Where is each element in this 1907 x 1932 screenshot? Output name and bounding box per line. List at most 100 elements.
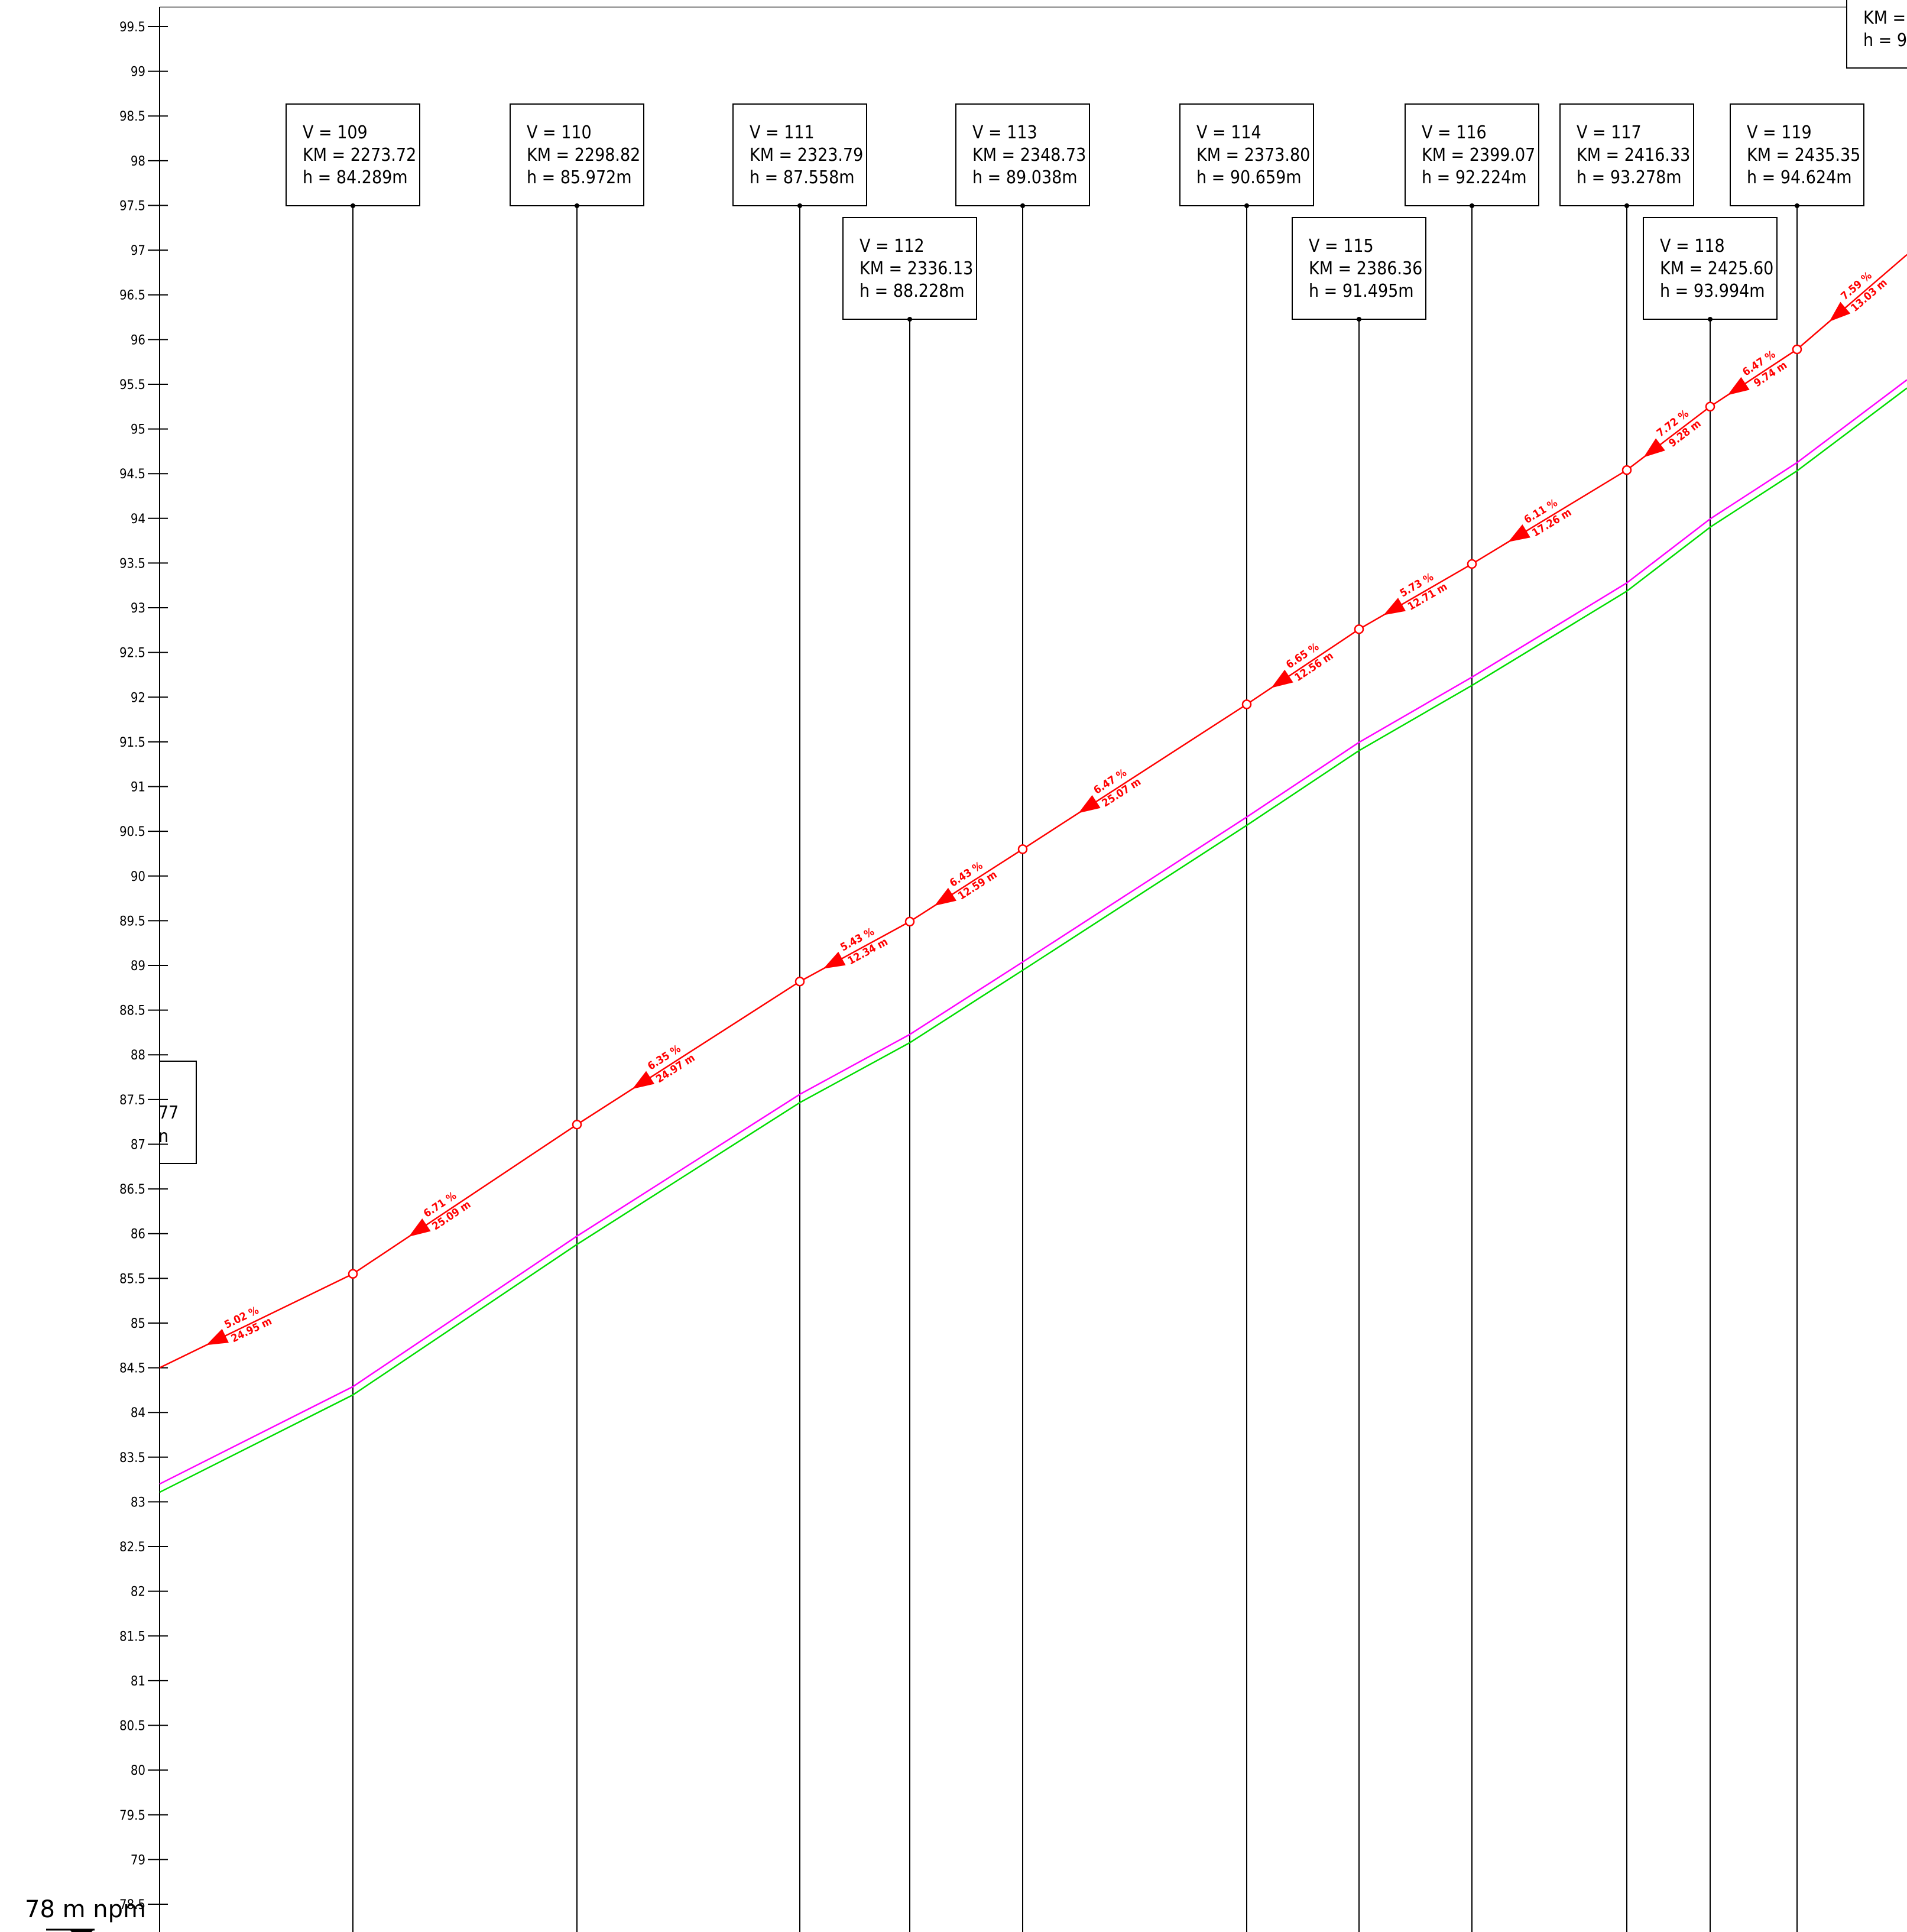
vertex-h-label: h = 85.972m — [527, 167, 632, 188]
y-tick-label: 97.5 — [119, 199, 145, 213]
datum-level-symbol — [46, 1928, 95, 1932]
y-tick-label: 95 — [131, 423, 145, 437]
partial-left-box-line1: 77 — [158, 1103, 179, 1123]
partial-left-box: 77 n — [158, 1061, 197, 1164]
y-tick-label: 80.5 — [119, 1719, 145, 1734]
y-tick-label: 86 — [131, 1227, 145, 1242]
grade-vertex-marker — [904, 916, 915, 927]
vertex-v-label: V = 116 — [1422, 122, 1487, 143]
grade-vertex-marker — [1705, 401, 1715, 412]
y-tick-label: 84.5 — [119, 1362, 145, 1376]
grade-direction-arrow — [1829, 302, 1851, 322]
y-tick-label: 93 — [131, 601, 145, 616]
grade-vertex-marker — [1354, 624, 1364, 634]
y-tick-label: 89 — [131, 959, 145, 974]
partial-right-box: KM = h = 95 — [1846, 0, 1907, 69]
grade-vertex-marker — [1241, 699, 1252, 709]
vertex-v-label: V = 112 — [860, 236, 925, 257]
vertex-km-label: KM = 2348.73 — [972, 145, 1086, 166]
grade-vertex-marker — [1621, 465, 1632, 475]
y-tick-label: 91 — [131, 780, 145, 795]
vertex-h-label: h = 89.038m — [972, 167, 1078, 188]
vertex-v-label: V = 117 — [1577, 122, 1642, 143]
vertex-v-label: V = 118 — [1660, 236, 1725, 257]
grade-direction-arrow — [1643, 438, 1665, 458]
vertex-km-label: KM = 2435.35 — [1747, 145, 1860, 166]
vertex-v-label: V = 119 — [1747, 122, 1812, 143]
vertex-v-label: V = 113 — [972, 122, 1037, 143]
partial-left-box-line2: n — [158, 1126, 168, 1147]
vertex-h-label: h = 93.278m — [1577, 167, 1682, 188]
y-tick-label: 85 — [131, 1317, 145, 1331]
y-tick-label: 96.5 — [119, 288, 145, 303]
vertex-v-label: V = 115 — [1309, 236, 1374, 257]
vertex-km-label: KM = 2416.33 — [1577, 145, 1690, 166]
vertex-km-label: KM = 2425.60 — [1660, 258, 1773, 279]
vertex-km-label: KM = 2273.72 — [303, 145, 416, 166]
y-tick-label: 92 — [131, 691, 145, 705]
vertex-km-label: KM = 2399.07 — [1422, 145, 1535, 166]
vertex-h-label: h = 91.495m — [1309, 281, 1414, 302]
y-tick-label: 97 — [131, 244, 145, 258]
y-axis-ticks: 78.5 79 79.5 80 80.5 81 81.5 82 82.5 83 83.5 84 84.5… — [119, 20, 168, 1912]
grade-vertex-marker — [1017, 844, 1028, 854]
grade-direction-arrow — [1727, 377, 1750, 396]
vertex-h-label: h = 94.624m — [1747, 167, 1852, 188]
y-tick-label: 92.5 — [119, 646, 145, 661]
y-tick-label: 90.5 — [119, 825, 145, 839]
y-tick-label: 85.5 — [119, 1272, 145, 1286]
y-tick-label: 81.5 — [119, 1629, 145, 1644]
grade-vertex-marker — [572, 1119, 582, 1130]
y-tick-label: 94 — [131, 512, 145, 527]
vertex-km-label: KM = 2373.80 — [1196, 145, 1310, 166]
y-tick-label: 81 — [131, 1674, 145, 1689]
terrain-line — [159, 379, 1907, 1485]
grade-direction-arrow — [934, 887, 957, 906]
y-tick-label: 94.5 — [119, 467, 145, 482]
y-tick-label: 79.5 — [119, 1808, 145, 1823]
y-tick-label: 84 — [131, 1406, 145, 1421]
vertex-lines — [352, 206, 1798, 1932]
vertex-v-label: V = 109 — [303, 122, 368, 143]
vertex-km-label: KM = 2323.79 — [750, 145, 863, 166]
y-tick-label: 78.5 — [119, 1898, 145, 1912]
y-tick-label: 93.5 — [119, 556, 145, 571]
partial-right-box-line2: h = 95 — [1863, 30, 1907, 51]
vertex-h-label: h = 88.228m — [860, 281, 965, 302]
y-tick-label: 82 — [131, 1585, 145, 1600]
vertex-km-label: KM = 2298.82 — [527, 145, 640, 166]
vertex-v-label: V = 114 — [1196, 122, 1261, 143]
y-tick-label: 89.5 — [119, 914, 145, 929]
grade-direction-arrow — [206, 1328, 229, 1346]
y-tick-label: 99 — [131, 65, 145, 80]
y-tick-label: 95.5 — [119, 378, 145, 393]
vertex-v-label: V = 110 — [527, 122, 592, 143]
grade-direction-arrow — [1078, 795, 1101, 813]
y-tick-label: 87 — [131, 1137, 145, 1152]
y-tick-label: 79 — [131, 1853, 145, 1868]
y-tick-label: 90 — [131, 870, 145, 884]
y-tick-label: 86.5 — [119, 1182, 145, 1197]
vertex-v-label: V = 111 — [750, 122, 815, 143]
partial-right-box-line1: KM = — [1863, 8, 1906, 28]
y-tick-label: 96 — [131, 333, 145, 348]
y-tick-label: 88 — [131, 1048, 145, 1063]
grade-direction-arrow — [1383, 598, 1406, 615]
grade-direction-arrow — [823, 951, 846, 969]
vertex-h-label: h = 84.289m — [303, 167, 408, 188]
grade-vertex-marker — [1467, 559, 1477, 569]
grade-direction-arrow — [1271, 669, 1293, 688]
y-tick-label: 91.5 — [119, 735, 145, 750]
grade-direction-arrow — [1508, 524, 1530, 542]
